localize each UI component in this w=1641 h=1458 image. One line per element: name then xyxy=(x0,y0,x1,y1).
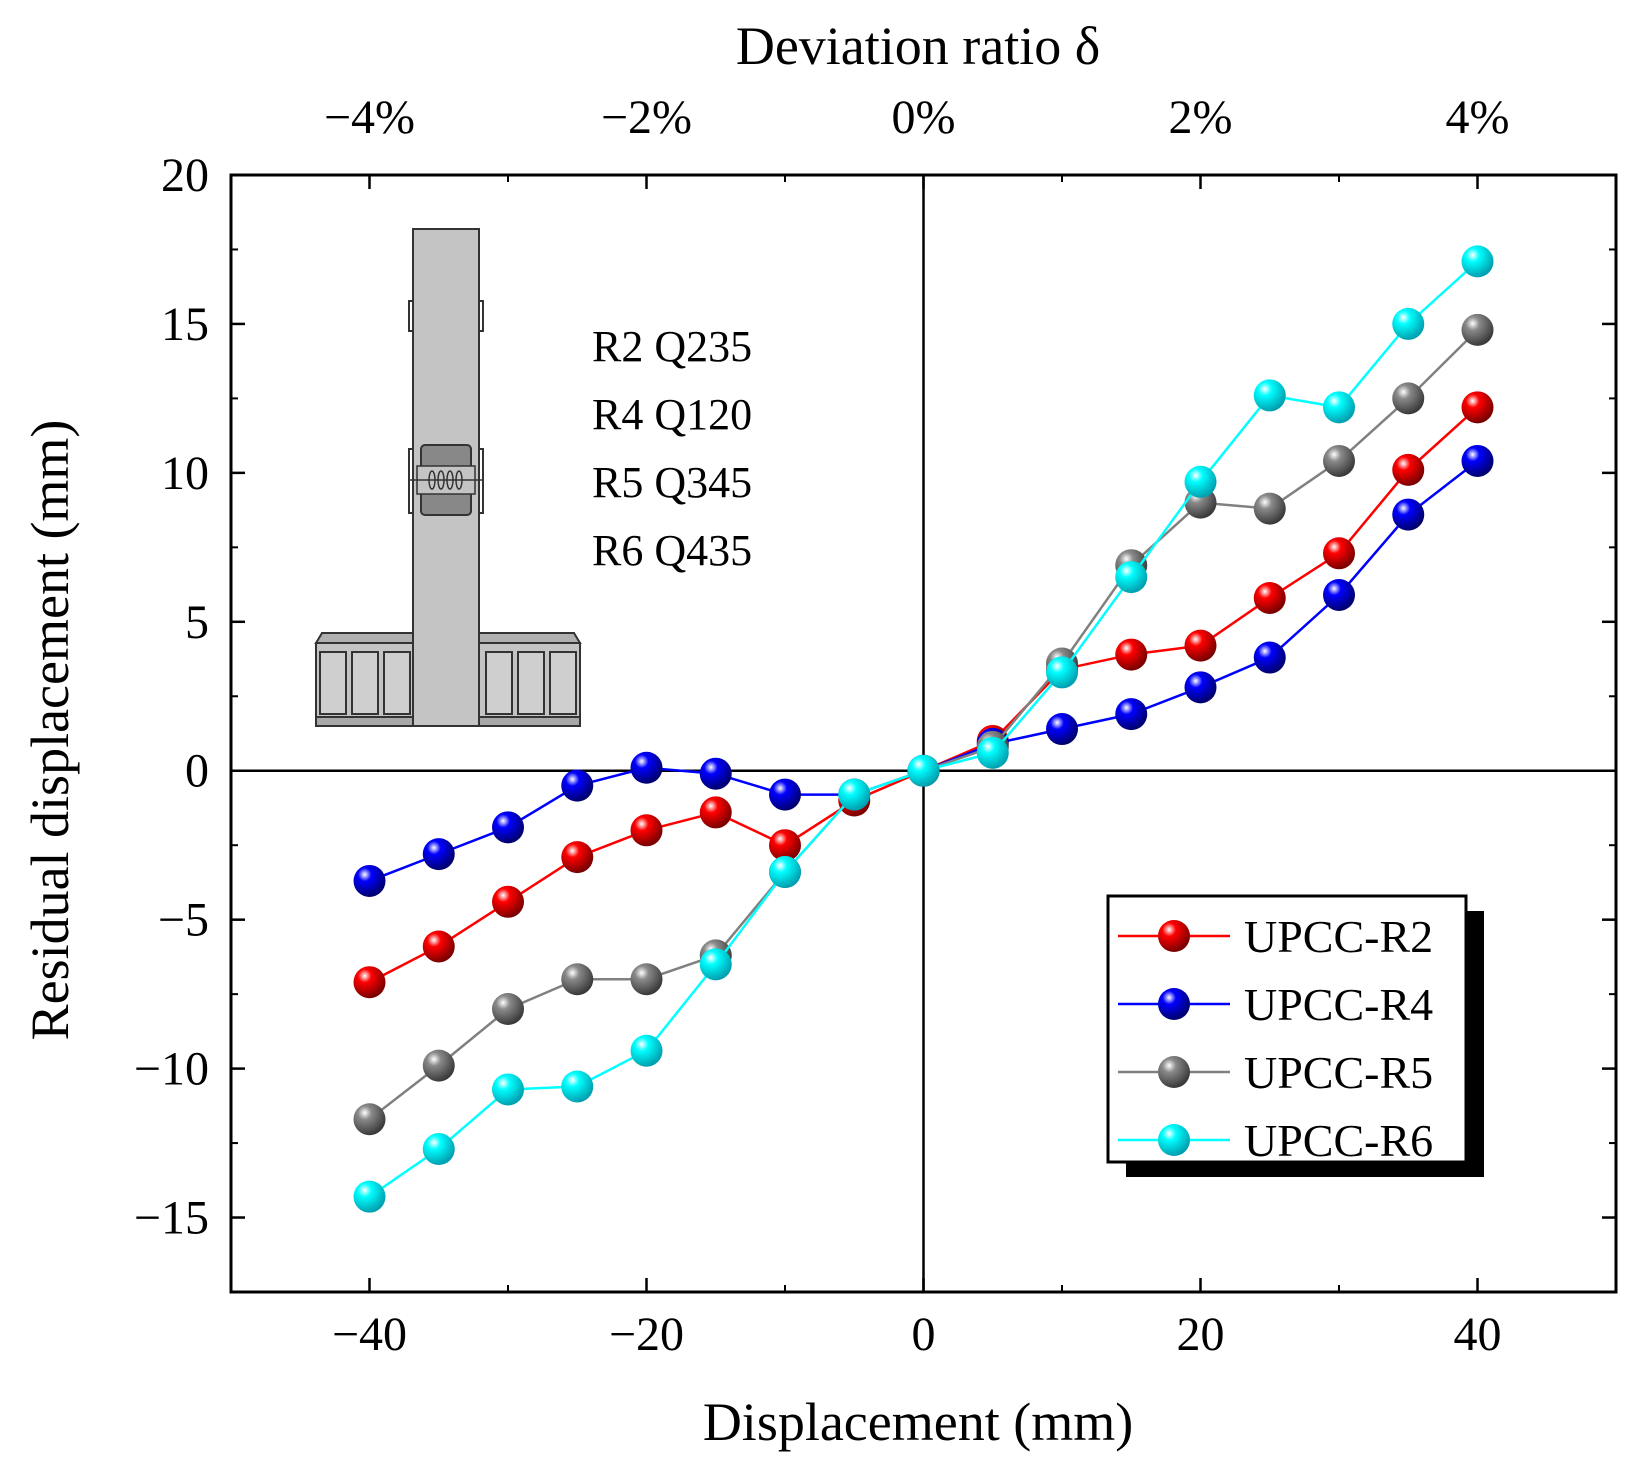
data-point xyxy=(1184,671,1217,704)
data-point xyxy=(353,1103,386,1136)
top-tick-label: 0% xyxy=(892,91,956,144)
legend-item: UPCC-R6 xyxy=(1118,1115,1433,1166)
data-point xyxy=(353,966,386,999)
data-point xyxy=(838,778,871,811)
annotation-r5: R5 Q345 xyxy=(592,458,752,507)
data-point xyxy=(1461,391,1494,424)
y-tick-label: 10 xyxy=(161,447,209,500)
data-point xyxy=(422,1049,455,1082)
data-point xyxy=(769,778,801,811)
legend: UPCC-R2 UPCC-R4 UPCC-R5 UPCC-R6 xyxy=(1106,894,1484,1177)
top-tick-label: 2% xyxy=(1169,91,1233,144)
y-tick-label: 20 xyxy=(161,149,209,202)
data-point xyxy=(1323,537,1355,570)
data-point xyxy=(1253,379,1286,412)
data-point xyxy=(1392,307,1425,340)
legend-marker xyxy=(1158,920,1190,952)
data-point xyxy=(1461,245,1494,278)
data-point xyxy=(1323,578,1355,611)
data-point xyxy=(1115,698,1148,731)
plot-frame xyxy=(229,173,1618,1294)
data-point xyxy=(492,993,524,1026)
data-point xyxy=(1392,498,1425,531)
data-point xyxy=(1184,465,1217,498)
data-point xyxy=(1253,492,1286,525)
data-point xyxy=(699,796,732,829)
data-point xyxy=(1253,641,1286,674)
y-tick-label: 15 xyxy=(161,298,209,351)
top-tick-label: 4% xyxy=(1446,91,1510,144)
y-tick-label: 0 xyxy=(185,745,209,798)
x-axis-title: Displacement (mm) xyxy=(703,1392,1133,1452)
data-point xyxy=(769,856,801,889)
data-point xyxy=(699,948,732,981)
y-axis-title: Residual displacement (mm) xyxy=(20,420,80,1041)
data-point xyxy=(1046,656,1078,689)
y-tick-label: −5 xyxy=(158,894,209,947)
data-point xyxy=(1115,638,1148,671)
legend-marker xyxy=(1158,1056,1190,1088)
x-tick-label: 0 xyxy=(912,1308,936,1361)
data-point xyxy=(630,1034,663,1067)
data-point xyxy=(492,1073,524,1106)
legend-item: UPCC-R5 xyxy=(1118,1047,1433,1098)
top-axis-title: Deviation ratio δ xyxy=(736,16,1100,76)
top-tick-label: −2% xyxy=(601,91,692,144)
legend-item: UPCC-R2 xyxy=(1118,911,1433,962)
data-point xyxy=(1253,581,1286,614)
y-tick-label: −10 xyxy=(134,1043,209,1096)
axis-tick-labels: −40 −4% −20 −2% 0 0% 20 2% 40 4% −15 −10 −5 0 5 10 15 20 xyxy=(134,91,1510,1361)
data-series xyxy=(353,245,1494,1213)
annotation-r6: R6 Q435 xyxy=(592,526,752,575)
data-point xyxy=(1392,453,1425,486)
x-tick-label: 40 xyxy=(1454,1308,1502,1361)
y-tick-label: 5 xyxy=(185,596,209,649)
legend-label: UPCC-R4 xyxy=(1244,979,1433,1030)
data-point xyxy=(630,963,663,996)
data-point xyxy=(1461,444,1494,477)
x-tick-label: 20 xyxy=(1177,1308,1225,1361)
legend-label: UPCC-R2 xyxy=(1244,911,1433,962)
data-point xyxy=(561,1070,594,1103)
legend-label: UPCC-R5 xyxy=(1244,1047,1433,1098)
data-point xyxy=(492,885,524,918)
data-point xyxy=(353,1180,386,1213)
data-point xyxy=(353,864,386,897)
series-UPCC-R2 xyxy=(353,391,1494,999)
legend-label: UPCC-R6 xyxy=(1244,1115,1433,1166)
data-point xyxy=(1323,391,1355,424)
top-tick-label: −4% xyxy=(324,91,415,144)
data-point xyxy=(561,963,594,996)
legend-marker xyxy=(1158,1124,1190,1156)
data-point xyxy=(561,841,594,874)
legend-item: UPCC-R4 xyxy=(1118,979,1433,1030)
annotation-r4: R4 Q120 xyxy=(592,390,752,439)
data-point xyxy=(1115,561,1148,594)
data-point xyxy=(1392,382,1425,415)
data-point xyxy=(699,757,732,790)
data-point xyxy=(492,811,524,844)
data-point xyxy=(1461,313,1494,346)
legend-items: UPCC-R2 UPCC-R4 UPCC-R5 UPCC-R6 xyxy=(1118,911,1433,1166)
data-point xyxy=(422,838,455,871)
data-point xyxy=(976,736,1009,769)
data-point xyxy=(561,769,594,802)
data-point xyxy=(1184,629,1217,662)
specimen-diagram xyxy=(314,228,582,727)
data-point xyxy=(630,814,663,847)
x-tick-label: −20 xyxy=(609,1308,684,1361)
data-point xyxy=(422,1133,455,1166)
x-tick-label: −40 xyxy=(332,1308,407,1361)
data-point xyxy=(1323,444,1355,477)
data-point xyxy=(769,829,801,862)
annotation-r2: R2 Q235 xyxy=(592,322,752,371)
series-UPCC-R6 xyxy=(353,245,1494,1213)
data-point xyxy=(630,751,663,784)
y-tick-label: −15 xyxy=(134,1192,209,1245)
data-point xyxy=(907,754,940,787)
data-point xyxy=(422,930,455,963)
data-point xyxy=(1046,713,1078,746)
legend-marker xyxy=(1158,988,1190,1020)
